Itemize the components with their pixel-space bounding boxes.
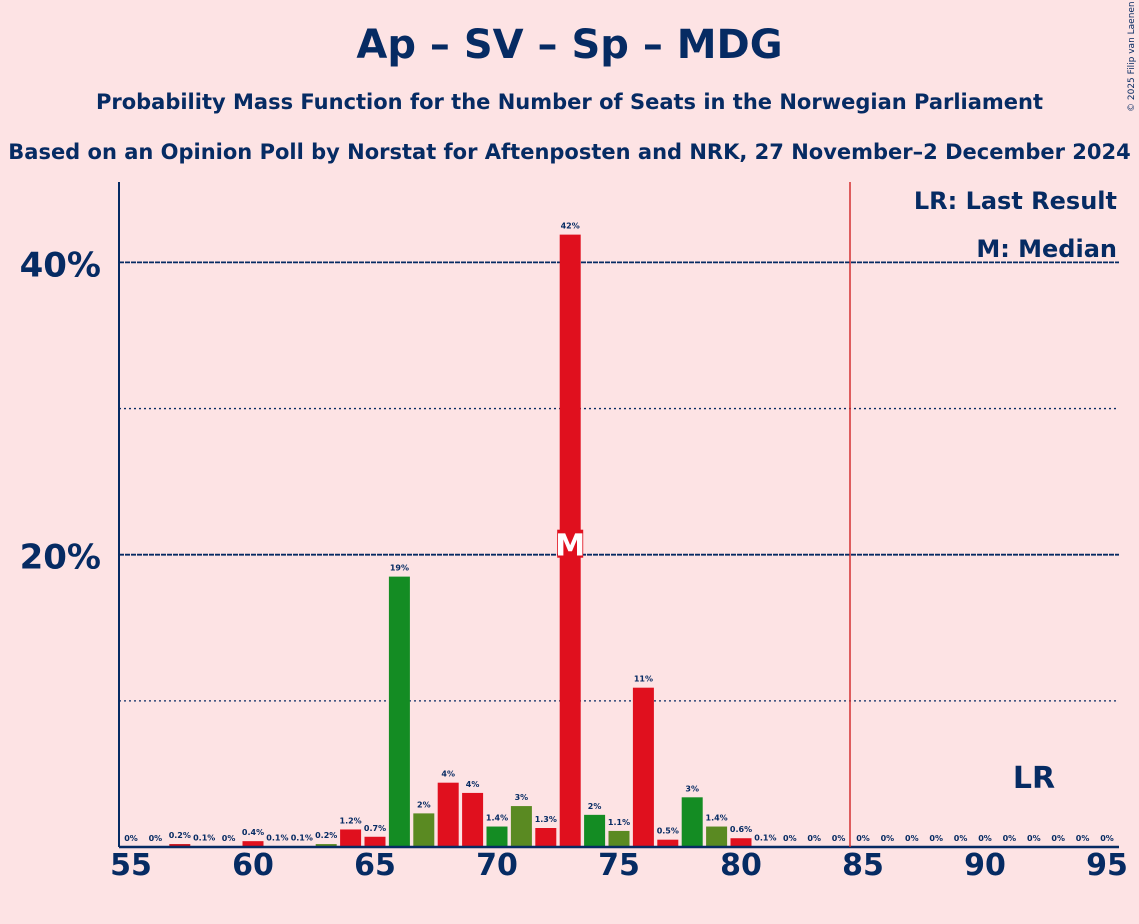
- grid-layer: [119, 261, 1119, 702]
- x-tick-label: 80: [720, 848, 762, 883]
- last-result-marker: LR: [1013, 761, 1055, 796]
- bar-label: 0.2%: [169, 831, 191, 840]
- bar-label: 1.1%: [608, 818, 630, 827]
- bar-label: 1.2%: [340, 816, 362, 825]
- bar: [413, 813, 435, 847]
- bar: [657, 839, 679, 847]
- median-marker: M: [555, 529, 585, 564]
- bar-label: 0%: [807, 834, 821, 843]
- bar-label: 4%: [466, 780, 480, 789]
- bar: [632, 687, 654, 847]
- bar-label: 0%: [222, 834, 236, 843]
- bar: [730, 838, 752, 847]
- x-tick-label: 85: [842, 848, 884, 883]
- bar-label: 1.4%: [706, 814, 728, 823]
- bar-label: 0.1%: [291, 833, 313, 842]
- bar-label: 1.3%: [535, 815, 557, 824]
- bar: [510, 806, 532, 847]
- bar-label: 0.7%: [364, 824, 386, 833]
- bar-label: 0%: [783, 834, 797, 843]
- bar: [169, 844, 191, 847]
- bar: [681, 797, 703, 847]
- bar-label: 0.2%: [315, 831, 337, 840]
- bars-layer: [169, 234, 776, 848]
- legend-item: LR: Last Result: [914, 187, 1117, 215]
- bar-label: 0%: [1027, 834, 1041, 843]
- bar: [584, 814, 606, 847]
- y-tick-label: 20%: [20, 538, 101, 578]
- bar: [437, 782, 459, 847]
- x-tick-label: 75: [598, 848, 640, 883]
- bar: [315, 844, 337, 847]
- median-marker-bg: [557, 529, 584, 558]
- bar-label: 4%: [441, 770, 455, 779]
- bar-label: 0%: [856, 834, 870, 843]
- bar: [242, 841, 264, 847]
- legend-item: M: Median: [976, 235, 1117, 263]
- bar-label: 11%: [634, 675, 653, 684]
- bar-label: 42%: [561, 222, 580, 231]
- bar-label: 0%: [1076, 834, 1090, 843]
- x-tick-label: 60: [232, 848, 274, 883]
- bar-label: 1.4%: [486, 814, 508, 823]
- bar-label: 0.1%: [266, 833, 288, 842]
- bar: [340, 829, 362, 847]
- bar-label: 0%: [1051, 834, 1065, 843]
- bar-label: 0%: [1100, 834, 1114, 843]
- chart-subtitle: Probability Mass Function for the Number…: [95, 90, 1044, 114]
- axes-layer: 20% 40% 55 60 65 70 75 80 85 90 95: [20, 182, 1128, 883]
- bar: [706, 826, 728, 847]
- bar-label: 19%: [390, 564, 409, 573]
- bar: [486, 826, 508, 847]
- bar-label: 0%: [124, 834, 138, 843]
- bar-label: 0%: [929, 834, 943, 843]
- bar-label: 2%: [588, 802, 602, 811]
- markers-layer: M LR: [555, 182, 1055, 847]
- x-tick-label: 65: [354, 848, 396, 883]
- bar-label: 3%: [515, 793, 529, 802]
- bar-label: 0%: [1003, 834, 1017, 843]
- bar-label: 0%: [905, 834, 919, 843]
- bar-labels-layer: 0% 0% 0.2% 0.1% 0%0.4%0.1% 0.1% 0.2%1.2%0.7%19…: [124, 222, 1114, 843]
- bar: [608, 830, 630, 847]
- bar-label: 0%: [149, 834, 163, 843]
- bar: [364, 836, 386, 847]
- x-tick-label: 70: [476, 848, 518, 883]
- bar-label: 0.5%: [657, 827, 679, 836]
- x-tick-label: 90: [964, 848, 1006, 883]
- x-tick-label: 55: [110, 848, 152, 883]
- bar-label: 2%: [417, 800, 431, 809]
- y-tick-label: 40%: [20, 245, 101, 285]
- bar: [535, 828, 557, 847]
- bar-label: 3%: [685, 784, 699, 793]
- bar: [462, 792, 484, 847]
- bar-label: 0%: [881, 834, 895, 843]
- chart-source-line: Based on an Opinion Poll by Norstat for …: [8, 140, 1131, 164]
- legend: LR: Last Result M: Median: [914, 187, 1117, 263]
- bar-label: 0%: [832, 834, 846, 843]
- bar-label: 0%: [954, 834, 968, 843]
- x-tick-label: 95: [1086, 848, 1128, 883]
- bar-label: 0%: [978, 834, 992, 843]
- bar-label: 0.4%: [242, 828, 264, 837]
- bar-label: 0.1%: [193, 833, 215, 842]
- chart-title: Ap – SV – Sp – MDG: [356, 22, 783, 68]
- bar-label: 0.1%: [754, 833, 776, 842]
- bar-label: 0.6%: [730, 825, 752, 834]
- bar: [388, 576, 410, 847]
